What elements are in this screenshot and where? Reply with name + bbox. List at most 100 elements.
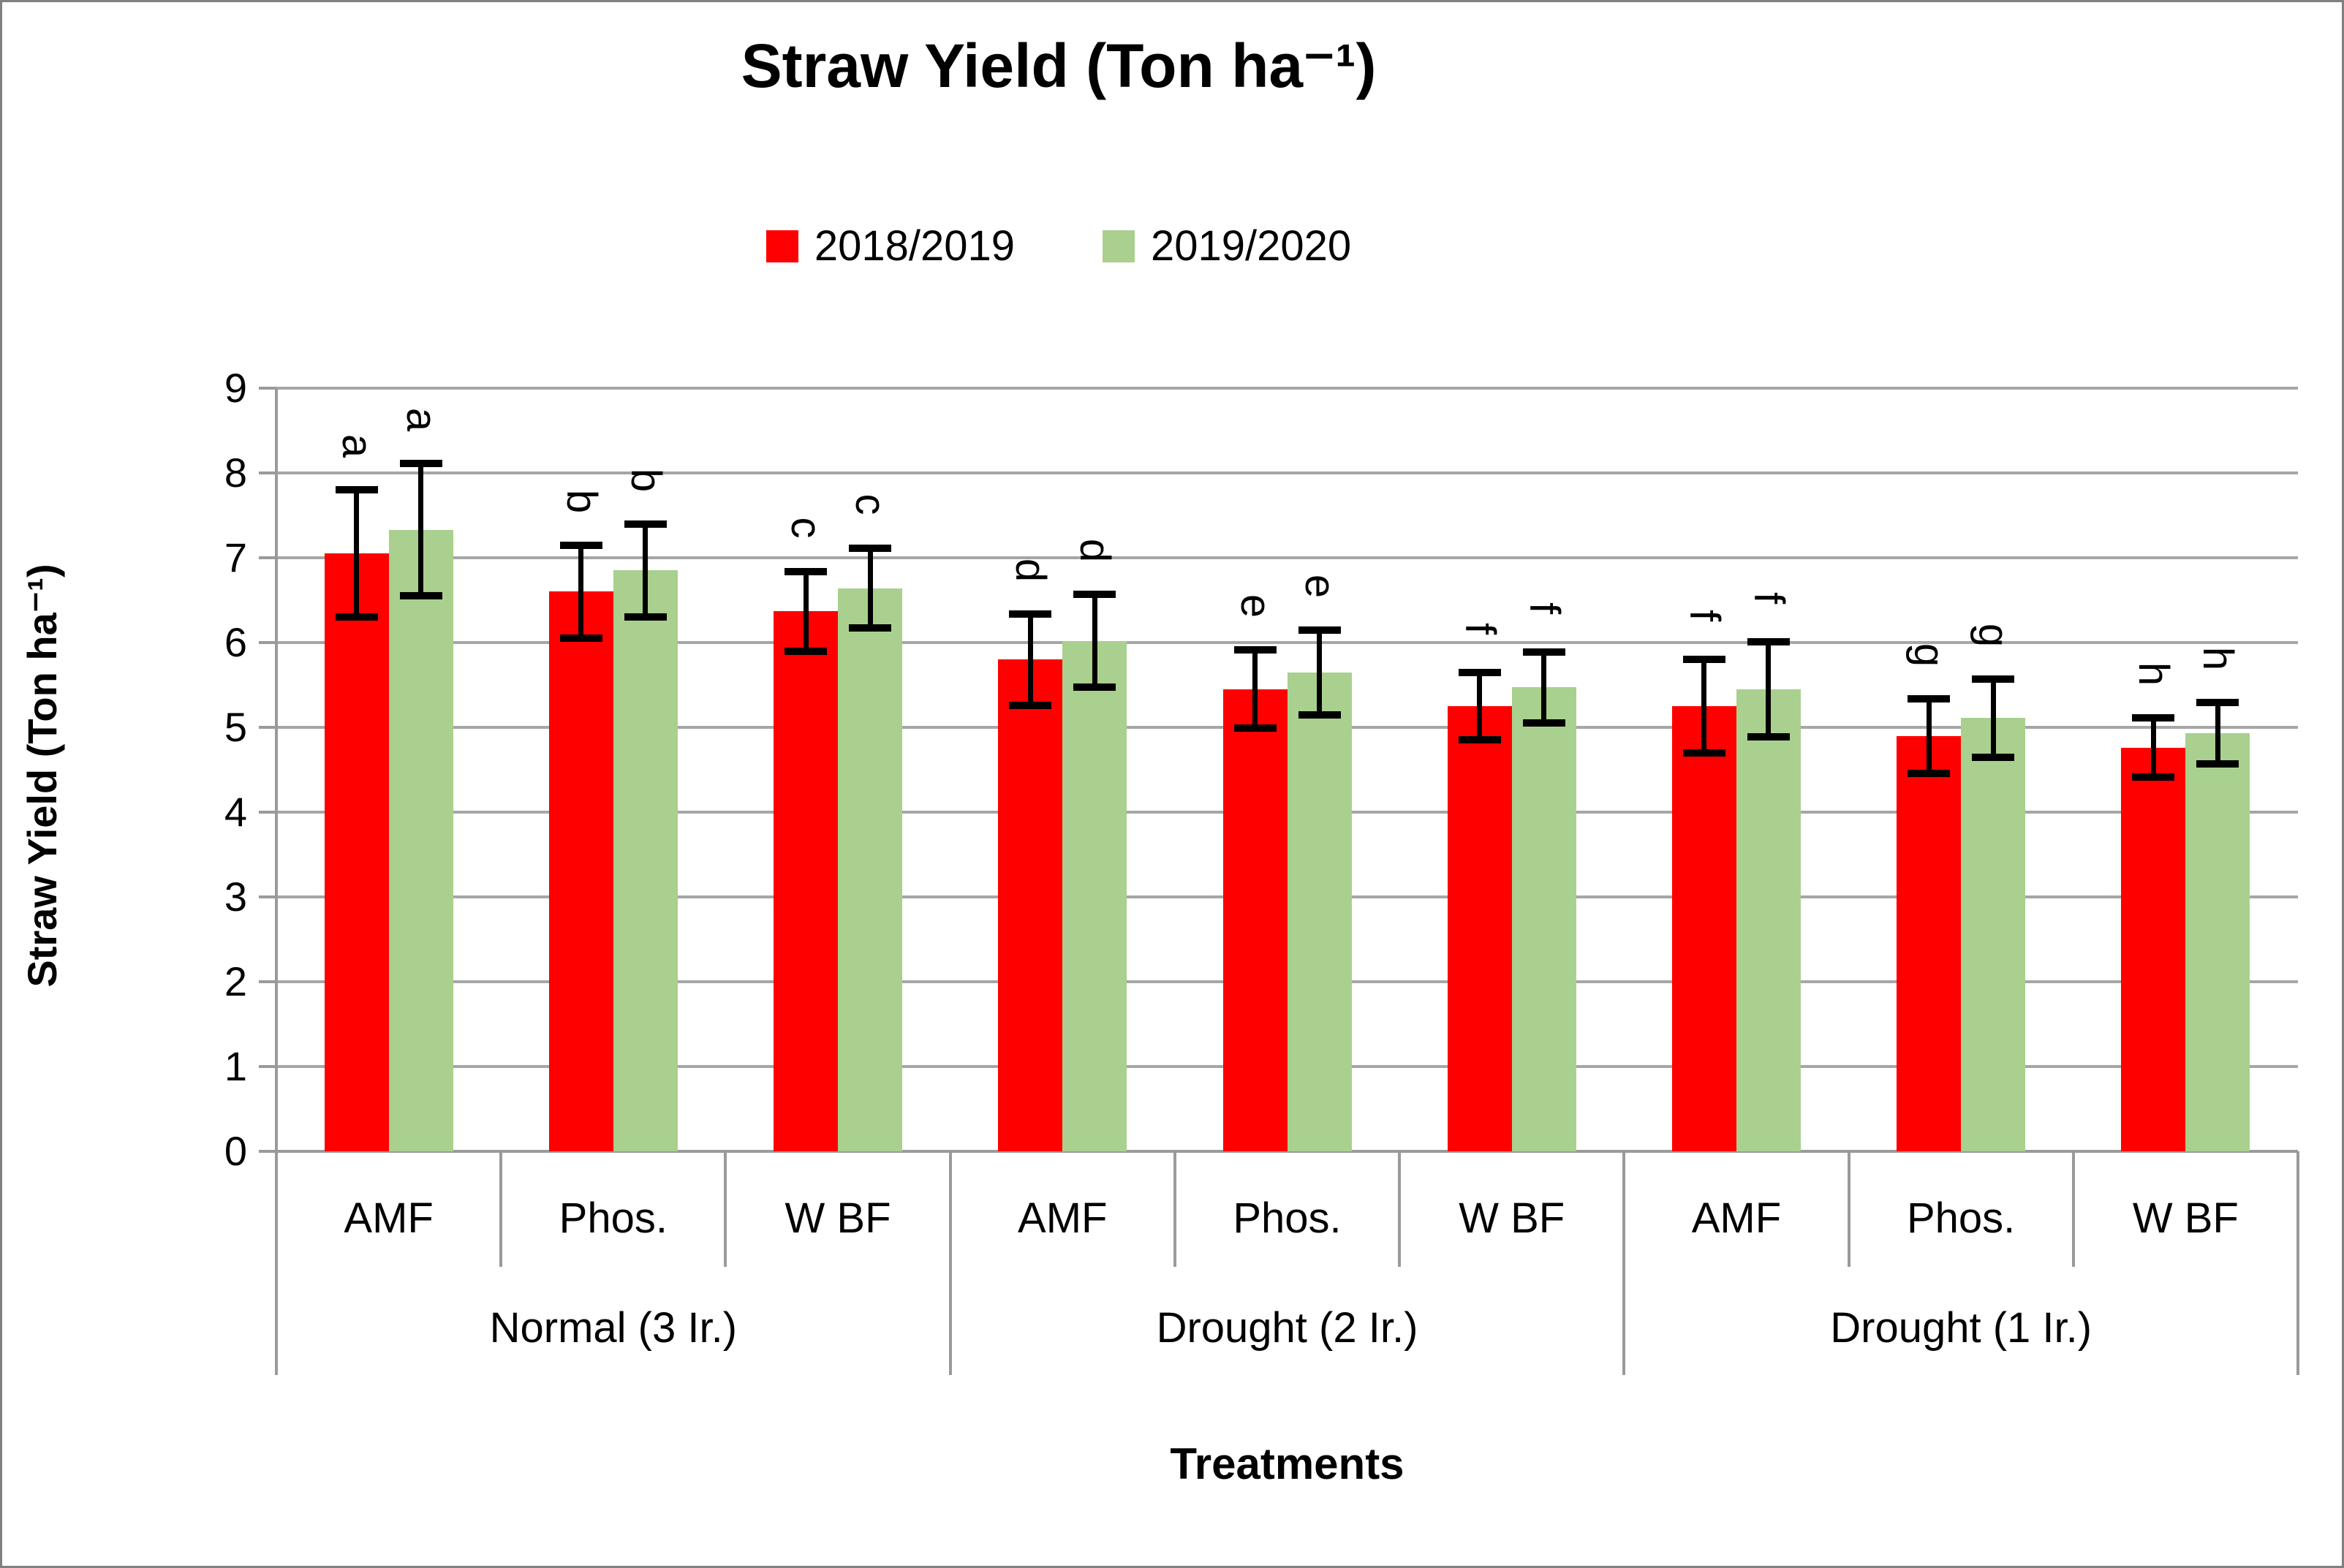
error-bar-line xyxy=(578,545,584,639)
error-bar-cap-top xyxy=(1298,626,1341,634)
category-separator xyxy=(1398,1151,1402,1267)
group-separator xyxy=(1622,1151,1626,1375)
error-bar-cap-top xyxy=(335,486,378,494)
error-bar-line xyxy=(1477,672,1483,741)
gridline-y-8 xyxy=(276,471,2298,474)
bar-2019/2020-4 xyxy=(1287,672,1352,1151)
error-bar-cap-bottom xyxy=(1682,749,1725,757)
significance-letter: e xyxy=(1231,594,1279,618)
error-bar-cap-top xyxy=(2132,714,2175,722)
error-bar-cap-top xyxy=(1233,646,1277,654)
error-bar-line xyxy=(1027,613,1033,705)
bar-2019/2020-0 xyxy=(388,529,453,1151)
y-axis-tick xyxy=(259,980,276,983)
group-separator xyxy=(948,1151,952,1375)
significance-letter: d xyxy=(1071,538,1119,562)
error-bar-cap-bottom xyxy=(2132,773,2175,781)
error-bar-cap-bottom xyxy=(1747,732,1790,741)
x-tick-label-treatment: AMF xyxy=(1691,1194,1782,1242)
bar-2019/2020-1 xyxy=(613,570,678,1151)
significance-letter: a xyxy=(333,434,381,458)
significance-letter: c xyxy=(782,517,831,539)
significance-letter: b xyxy=(557,489,605,513)
y-axis-tick xyxy=(259,471,276,474)
y-tick-label: 1 xyxy=(224,1043,247,1089)
error-bar-cap-top xyxy=(1458,668,1501,676)
significance-letter: f xyxy=(1680,610,1728,622)
error-bar-cap-bottom xyxy=(2196,760,2239,768)
x-tick-label-treatment: Phos. xyxy=(1906,1194,2016,1242)
y-tick-label: 0 xyxy=(224,1128,247,1174)
x-group-label: Drought (1 Ir.) xyxy=(1830,1304,2092,1352)
error-bar-line xyxy=(1252,650,1258,729)
error-bar-line xyxy=(643,523,649,618)
error-bar-line xyxy=(418,463,424,596)
x-group-label: Normal (3 Ir.) xyxy=(489,1304,738,1352)
error-bar-line xyxy=(1766,641,1772,737)
bar-2019/2020-3 xyxy=(1062,640,1127,1151)
x-tick-label-treatment: AMF xyxy=(344,1194,434,1242)
significance-letter: b xyxy=(621,468,670,492)
bar-2018/2019-4 xyxy=(1222,689,1288,1151)
group-separator xyxy=(2296,1151,2299,1375)
bar-2018/2019-5 xyxy=(1447,706,1512,1151)
legend-item-2018/2019: 2018/2019 xyxy=(765,221,1015,270)
y-tick-label: 5 xyxy=(224,704,247,750)
error-bar-cap-top xyxy=(559,541,602,549)
bar-2018/2019-1 xyxy=(548,591,613,1151)
significance-letter: c xyxy=(847,493,895,515)
error-bar-cap-bottom xyxy=(1233,724,1277,732)
error-bar-cap-top xyxy=(785,567,828,575)
legend-item-2019/2020: 2019/2020 xyxy=(1103,221,1351,270)
error-bar-cap-bottom xyxy=(849,624,892,632)
x-tick-label-treatment: W BF xyxy=(2132,1194,2239,1242)
x-tick-label-treatment: AMF xyxy=(1018,1194,1108,1242)
error-bar-cap-top xyxy=(849,545,892,553)
y-axis-tick xyxy=(259,895,276,898)
error-bar-line xyxy=(354,490,360,618)
legend-swatch-icon xyxy=(765,230,798,262)
y-tick-label: 2 xyxy=(224,958,247,1004)
y-tick-label: 3 xyxy=(224,874,247,920)
legend: 2018/2019 2019/2020 xyxy=(2,221,2115,270)
significance-letter: a xyxy=(397,408,445,432)
error-bar-line xyxy=(1092,594,1097,688)
y-axis-tick xyxy=(259,1065,276,1068)
bar-2018/2019-8 xyxy=(2121,747,2186,1151)
y-axis-tick xyxy=(259,641,276,644)
y-axis-title: Straw Yield (Ton ha⁻¹) xyxy=(19,564,65,988)
error-bar-cap-top xyxy=(1073,590,1116,598)
error-bar-cap-bottom xyxy=(785,647,828,655)
error-bar-line xyxy=(2215,702,2220,764)
error-bar-line xyxy=(1317,629,1322,715)
bar-2019/2020-2 xyxy=(838,588,903,1151)
y-axis-line xyxy=(275,388,278,1375)
legend-swatch-icon xyxy=(1103,230,1135,262)
error-bar-cap-top xyxy=(1908,694,1951,702)
y-tick-label: 7 xyxy=(224,534,247,580)
bar-2018/2019-6 xyxy=(1671,706,1736,1151)
legend-label: 2019/2020 xyxy=(1151,222,1352,270)
y-tick-label: 8 xyxy=(224,450,247,496)
y-tick-label: 4 xyxy=(224,789,247,835)
y-axis-tick xyxy=(259,1150,276,1153)
category-separator xyxy=(499,1151,503,1267)
significance-letter: h xyxy=(2194,647,2242,671)
error-bar-cap-top xyxy=(1682,656,1725,664)
significance-letter: f xyxy=(1520,602,1568,614)
bar-2018/2019-7 xyxy=(1897,735,1962,1151)
category-separator xyxy=(1847,1151,1850,1267)
significance-letter: g xyxy=(1970,623,2018,647)
error-bar-cap-bottom xyxy=(1009,701,1052,709)
y-axis-tick xyxy=(259,811,276,814)
bar-2018/2019-2 xyxy=(774,611,839,1151)
bar-2019/2020-8 xyxy=(2185,733,2250,1151)
category-separator xyxy=(2071,1151,2075,1267)
error-bar-cap-top xyxy=(1972,675,2015,683)
error-bar-cap-bottom xyxy=(1972,753,2015,761)
x-tick-label-treatment: W BF xyxy=(785,1194,891,1242)
y-tick-label: 6 xyxy=(224,619,247,665)
error-bar-cap-bottom xyxy=(624,613,667,621)
significance-letter: f xyxy=(1744,591,1793,604)
